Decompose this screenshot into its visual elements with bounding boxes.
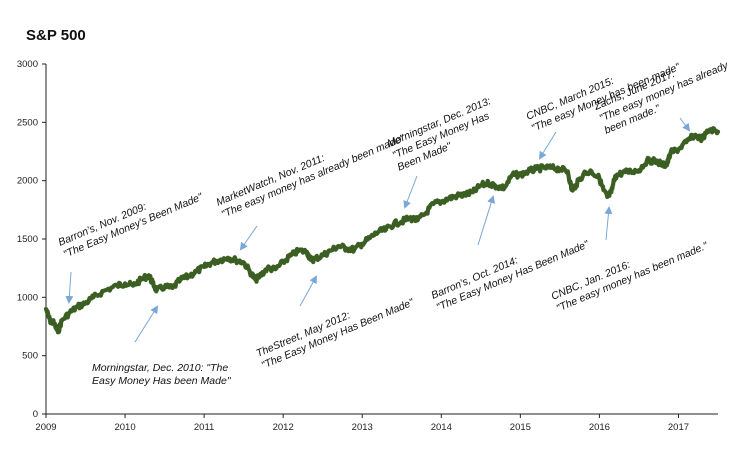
tick-labels: 0 500 1000 1500 2000 2500 3000 2009 2010 2011 2012… [17, 59, 689, 433]
annotation-arrow [134, 305, 159, 343]
annotation-arrow [403, 175, 418, 209]
annotation: CNBC, Jan. 2016:"The easy money has been… [549, 206, 711, 315]
y-tick-label: 500 [22, 351, 38, 362]
annotation-arrow [538, 131, 557, 160]
y-tick-label: 2000 [17, 176, 38, 187]
annotation-arrow [477, 195, 496, 246]
chart-title: S&P 500 [26, 27, 86, 44]
annotation-arrow [65, 271, 74, 304]
x-tick-label: 2010 [114, 422, 135, 433]
x-tick-label: 2016 [589, 422, 610, 433]
axes [42, 63, 718, 418]
x-tick-label: 2009 [35, 422, 56, 433]
annotation-arrow [604, 206, 613, 241]
annotation-text: Morningstar, Dec. 2010: "The [92, 362, 228, 374]
y-tick-label: 0 [33, 409, 38, 420]
x-tick-label: 2013 [352, 422, 373, 433]
annotation: Zachs, June 2017:"The easy money has alr… [592, 59, 731, 136]
annotation-arrow [239, 225, 258, 251]
annotation-arrow [299, 275, 317, 307]
x-tick-label: 2012 [273, 422, 294, 433]
x-tick-label: 2011 [194, 422, 214, 433]
x-tick-label: 2014 [431, 422, 452, 433]
annotation-arrow [679, 117, 691, 132]
annotation: TheStreet, May 2012:"The Easy Money Has … [254, 275, 417, 372]
annotation-text: "The Easy Money Has Been Made" [260, 296, 417, 372]
x-tick-label: 2015 [510, 422, 531, 433]
annotations: Barron's, Nov. 2009:"The Easy Money's Be… [56, 59, 731, 387]
y-tick-label: 2500 [17, 117, 38, 128]
annotation: Morningstar, Dec. 2013:"The Easy Money H… [385, 95, 493, 209]
annotation-text: Easy Money Has been Made" [92, 375, 232, 387]
y-tick-label: 1500 [17, 234, 38, 245]
series-line-sp500 [43, 126, 721, 335]
x-tick-label: 2017 [668, 422, 689, 433]
annotation-text: "The easy money has already been made" [220, 132, 408, 221]
y-tick-label: 3000 [17, 59, 38, 70]
y-tick-label: 1000 [17, 292, 38, 303]
